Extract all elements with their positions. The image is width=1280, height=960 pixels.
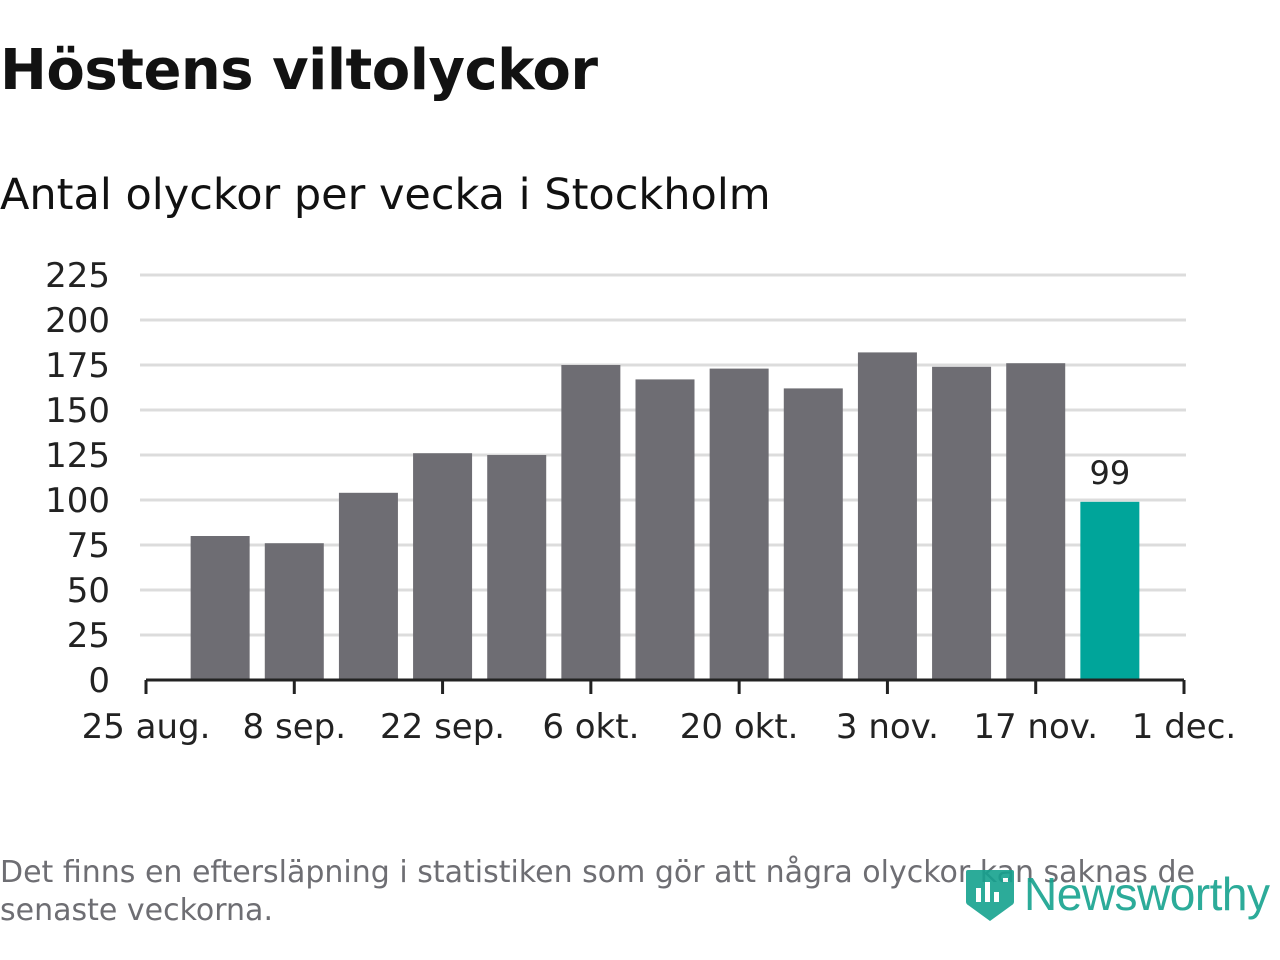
x-tick-label: 6 okt. bbox=[542, 707, 639, 747]
y-tick-label: 150 bbox=[45, 391, 110, 431]
newsworthy-logo: Newsworthy bbox=[964, 862, 1270, 926]
y-tick-label: 175 bbox=[45, 346, 110, 386]
bar bbox=[857, 352, 917, 680]
y-tick-label: 0 bbox=[88, 661, 110, 701]
bar bbox=[783, 388, 843, 680]
bar bbox=[190, 536, 250, 680]
x-tick-label: 22 sep. bbox=[380, 707, 505, 747]
x-tick-label: 25 aug. bbox=[82, 707, 211, 747]
bar bbox=[487, 455, 547, 680]
x-tick-label: 17 nov. bbox=[973, 707, 1098, 747]
chart-title: Höstens viltolyckor bbox=[0, 38, 598, 103]
bar-highlight bbox=[1080, 501, 1140, 680]
y-tick-label: 200 bbox=[45, 301, 110, 341]
chart-subtitle: Antal olyckor per vecka i Stockholm bbox=[0, 170, 771, 220]
y-tick-label: 125 bbox=[45, 436, 110, 476]
bar bbox=[413, 453, 473, 680]
x-tick-label: 1 dec. bbox=[1132, 707, 1236, 747]
bar bbox=[561, 365, 621, 680]
y-tick-label: 225 bbox=[45, 256, 110, 296]
data-label: 99 bbox=[1089, 454, 1130, 492]
bar bbox=[264, 543, 324, 680]
y-tick-label: 50 bbox=[67, 571, 110, 611]
x-tick-label: 20 okt. bbox=[680, 707, 799, 747]
x-tick-label: 8 sep. bbox=[243, 707, 346, 747]
y-tick-label: 100 bbox=[45, 481, 110, 521]
y-tick-label: 25 bbox=[67, 616, 110, 656]
bar bbox=[338, 492, 398, 680]
bar bbox=[1006, 363, 1066, 680]
y-tick-label: 75 bbox=[67, 526, 110, 566]
bar bbox=[709, 368, 769, 680]
newsworthy-logo-icon bbox=[966, 870, 1014, 921]
bar-chart: 0 25 50 75 100 125 150 175 200 225 99 25 aug. 8 sep.… bbox=[45, 256, 1236, 747]
bar bbox=[932, 366, 992, 680]
newsworthy-logo-text: Newsworthy bbox=[1024, 868, 1270, 920]
bar bbox=[635, 379, 695, 680]
x-tick-label: 3 nov. bbox=[836, 707, 939, 747]
